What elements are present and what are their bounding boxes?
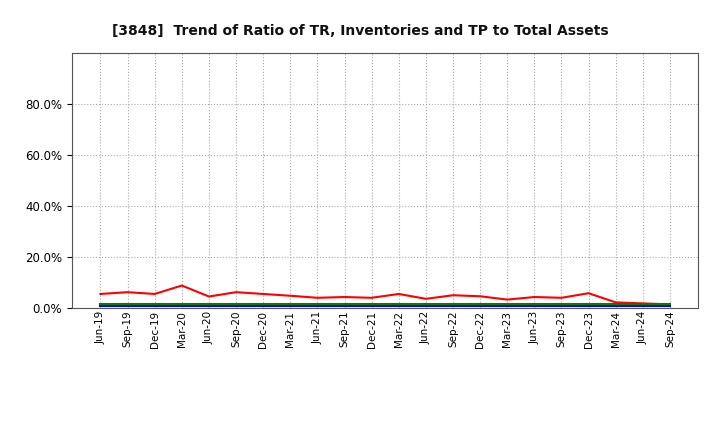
Trade Receivables [530,294,539,300]
Inventories [584,303,593,308]
Inventories [204,303,213,308]
Inventories [123,303,132,308]
Trade Receivables [611,300,620,305]
Trade Receivables [259,291,268,297]
Trade Payables [584,301,593,307]
Trade Receivables [584,290,593,296]
Trade Payables [367,301,376,307]
Trade Payables [503,301,511,307]
Trade Payables [150,301,159,307]
Trade Payables [395,301,403,307]
Text: [3848]  Trend of Ratio of TR, Inventories and TP to Total Assets: [3848] Trend of Ratio of TR, Inventories… [112,24,608,38]
Trade Receivables [123,290,132,295]
Trade Payables [476,301,485,307]
Inventories [611,303,620,308]
Trade Receivables [204,294,213,299]
Trade Payables [232,301,240,307]
Trade Receivables [665,302,674,307]
Inventories [665,303,674,308]
Inventories [395,303,403,308]
Trade Receivables [639,301,647,306]
Trade Receivables [96,291,105,297]
Trade Receivables [178,283,186,288]
Inventories [313,303,322,308]
Trade Receivables [150,291,159,297]
Inventories [286,303,294,308]
Trade Payables [286,301,294,307]
Trade Receivables [286,293,294,298]
Trade Payables [421,301,430,307]
Inventories [150,303,159,308]
Trade Receivables [476,293,485,299]
Inventories [557,303,566,308]
Inventories [476,303,485,308]
Trade Payables [123,301,132,307]
Trade Receivables [503,297,511,302]
Trade Payables [530,301,539,307]
Trade Payables [178,301,186,307]
Trade Receivables [341,294,349,300]
Trade Payables [639,301,647,307]
Trade Payables [259,301,268,307]
Inventories [341,303,349,308]
Trade Payables [341,301,349,307]
Trade Payables [449,301,457,307]
Trade Payables [611,301,620,307]
Trade Receivables [395,291,403,297]
Trade Receivables [232,290,240,295]
Trade Payables [204,301,213,307]
Inventories [503,303,511,308]
Inventories [178,303,186,308]
Inventories [96,303,105,308]
Inventories [421,303,430,308]
Inventories [232,303,240,308]
Inventories [449,303,457,308]
Trade Payables [557,301,566,307]
Trade Receivables [421,296,430,301]
Inventories [530,303,539,308]
Trade Payables [96,301,105,307]
Trade Payables [313,301,322,307]
Inventories [639,303,647,308]
Trade Receivables [313,295,322,301]
Line: Trade Receivables: Trade Receivables [101,286,670,304]
Trade Payables [665,301,674,307]
Trade Receivables [557,295,566,301]
Trade Receivables [449,293,457,298]
Inventories [367,303,376,308]
Inventories [259,303,268,308]
Trade Receivables [367,295,376,301]
